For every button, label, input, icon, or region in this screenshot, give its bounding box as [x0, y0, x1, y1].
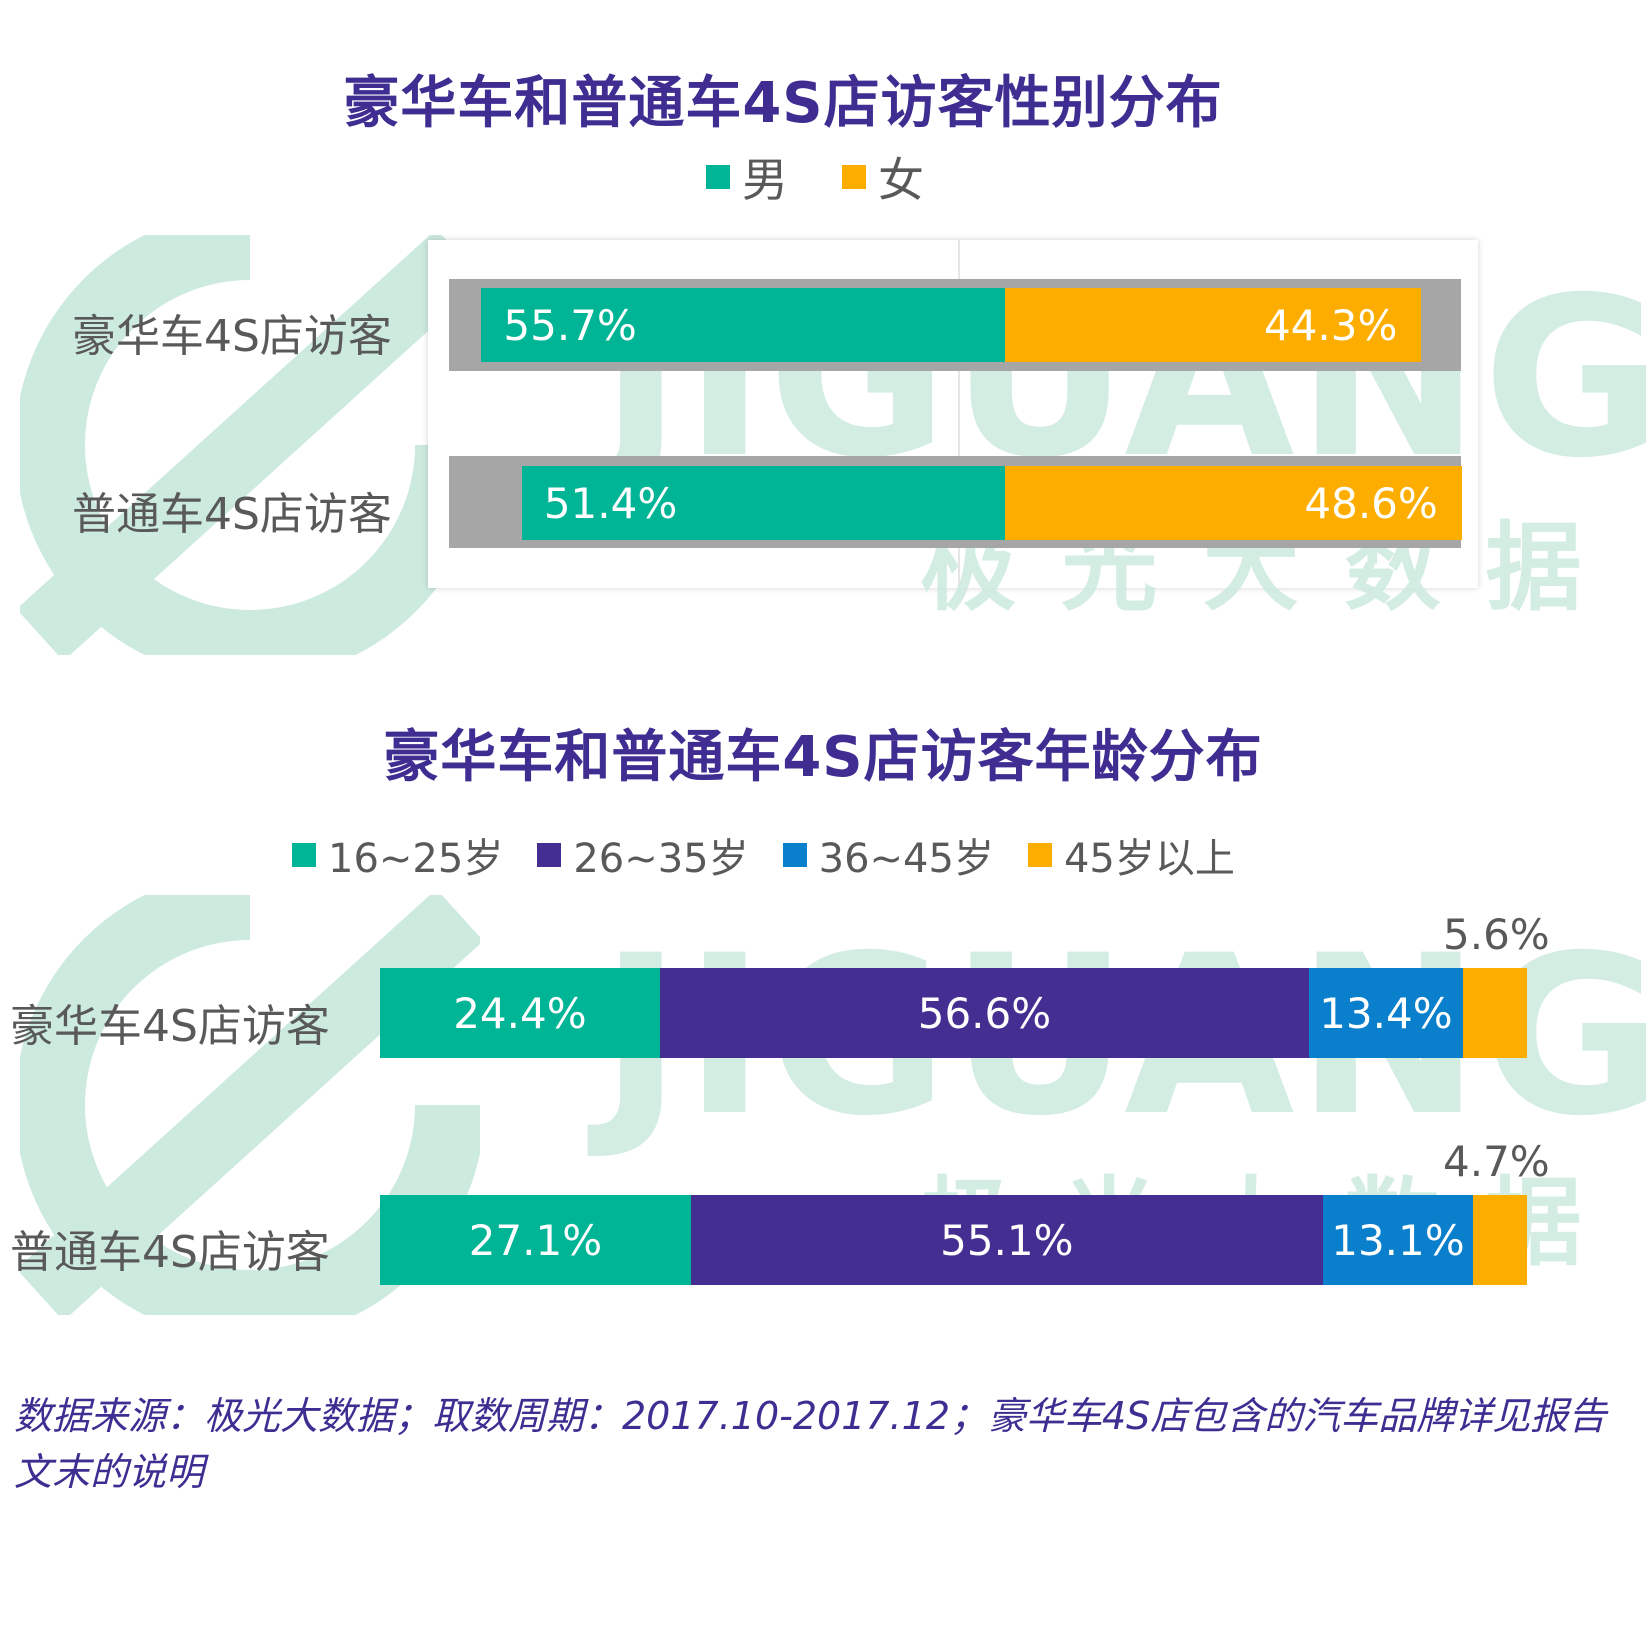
legend-swatch-male [706, 165, 730, 189]
age-bar-16-25-1: 27.1% [380, 1195, 691, 1285]
legend-swatch-36-45 [782, 843, 807, 867]
gender-row-label-regular: 普通车4S店访客 [72, 489, 392, 540]
watermark-logo-top [20, 235, 480, 655]
age-bar-45-plus-0 [1462, 968, 1527, 1058]
age-row-label-regular: 普通车4S店访客 [10, 1227, 330, 1278]
gender-gridline [958, 240, 960, 588]
gender-bar-male-1-label: 51.4% [543, 478, 678, 528]
footnote: 数据来源：极光大数据；取数周期：2017.10-2017.12；豪华车4S店包含… [14, 1394, 1607, 1494]
age-bar-16-25-1-label: 27.1% [468, 1215, 603, 1265]
age-legend: 16~25岁 26~35岁 36~45岁 45岁以上 [292, 826, 1269, 884]
gender-row-label-luxury: 豪华车4S店访客 [72, 311, 392, 362]
legend-label-26-35: 26~35岁 [573, 836, 749, 882]
legend-item-36-45: 36~45岁 [782, 826, 994, 884]
age-bar-16-25-0: 24.4% [380, 968, 660, 1058]
gender-legend: 男 女 [706, 144, 958, 210]
age-bar-26-35-1-label: 55.1% [940, 1215, 1074, 1265]
age-bar-26-35-1: 55.1% [690, 1195, 1323, 1285]
legend-item-female: 女 [842, 144, 924, 210]
legend-item-45-plus: 45岁以上 [1027, 826, 1235, 884]
legend-swatch-26-35 [537, 843, 562, 867]
gender-bar-male-0-label: 55.7% [503, 300, 637, 350]
age-bar-36-45-1-label: 13.1% [1331, 1215, 1465, 1265]
age-bar-26-35-0: 56.6% [659, 968, 1310, 1058]
legend-label-male: 男 [742, 153, 788, 207]
gender-bar-female-0: 44.3% [1005, 288, 1422, 362]
legend-label-36-45: 36~45岁 [818, 836, 994, 882]
age-row-label-luxury: 豪华车4S店访客 [10, 1001, 330, 1052]
legend-item-26-35: 26~35岁 [537, 826, 749, 884]
legend-item-male: 男 [706, 144, 788, 210]
gender-bar-male-0: 55.7% [481, 288, 1005, 362]
legend-label-16-25: 16~25岁 [328, 836, 504, 882]
legend-item-16-25: 16~25岁 [292, 826, 503, 884]
age-bar-45-plus-1 [1473, 1195, 1527, 1285]
gender-bar-female-1: 48.6% [1005, 466, 1462, 540]
age-bar-16-25-0-label: 24.4% [453, 988, 587, 1038]
age-bar-36-45-0-label: 13.4% [1319, 988, 1453, 1038]
legend-label-45-plus: 45岁以上 [1063, 836, 1235, 882]
age-bar-36-45-1: 13.1% [1322, 1195, 1474, 1285]
legend-label-female: 女 [878, 153, 924, 207]
legend-swatch-45-plus [1027, 843, 1052, 867]
age-chart-title: 豪华车和普通车4S店访客年龄分布 [383, 725, 1263, 790]
age-bar-45-plus-0-label: 5.6% [1443, 910, 1550, 959]
legend-swatch-16-25 [292, 843, 316, 867]
gender-bar-female-1-label: 48.6% [1304, 478, 1438, 528]
age-bar-26-35-0-label: 56.6% [917, 988, 1052, 1038]
gender-bar-male-1: 51.4% [521, 466, 1005, 540]
legend-swatch-female [842, 165, 866, 189]
gender-bar-female-0-label: 44.3% [1263, 300, 1398, 350]
gender-chart-title: 豪华车和普通车4S店访客性别分布 [343, 71, 1223, 136]
age-bar-36-45-0: 13.4% [1309, 968, 1463, 1058]
age-bar-45-plus-1-label: 4.7% [1443, 1137, 1550, 1186]
